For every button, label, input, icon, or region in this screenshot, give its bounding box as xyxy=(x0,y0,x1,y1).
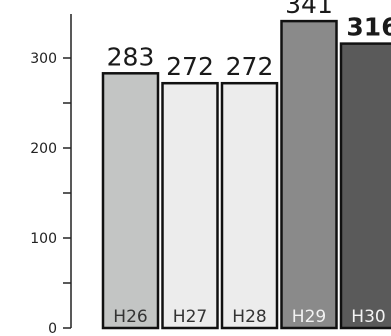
bar-h29 xyxy=(280,19,338,330)
value-label: 283 xyxy=(107,42,155,71)
category-label: H29 xyxy=(292,307,326,327)
bar-h26 xyxy=(101,72,160,330)
value-label: 272 xyxy=(166,52,214,81)
category-label: H26 xyxy=(113,307,147,327)
bar-h27 xyxy=(161,81,219,330)
value-label: 316 xyxy=(346,13,391,42)
category-label: H30 xyxy=(351,307,385,327)
category-label: H28 xyxy=(232,307,266,327)
bar-h30 xyxy=(339,42,391,330)
bar-h28 xyxy=(220,81,279,330)
y-tick-label: 0 xyxy=(48,321,57,336)
y-tick-label: 200 xyxy=(30,141,57,157)
value-label: 341 xyxy=(285,0,333,19)
y-tick-label: 300 xyxy=(30,51,57,67)
y-tick-label: 100 xyxy=(30,231,57,247)
category-label: H27 xyxy=(173,307,207,327)
value-label: 272 xyxy=(226,52,274,81)
